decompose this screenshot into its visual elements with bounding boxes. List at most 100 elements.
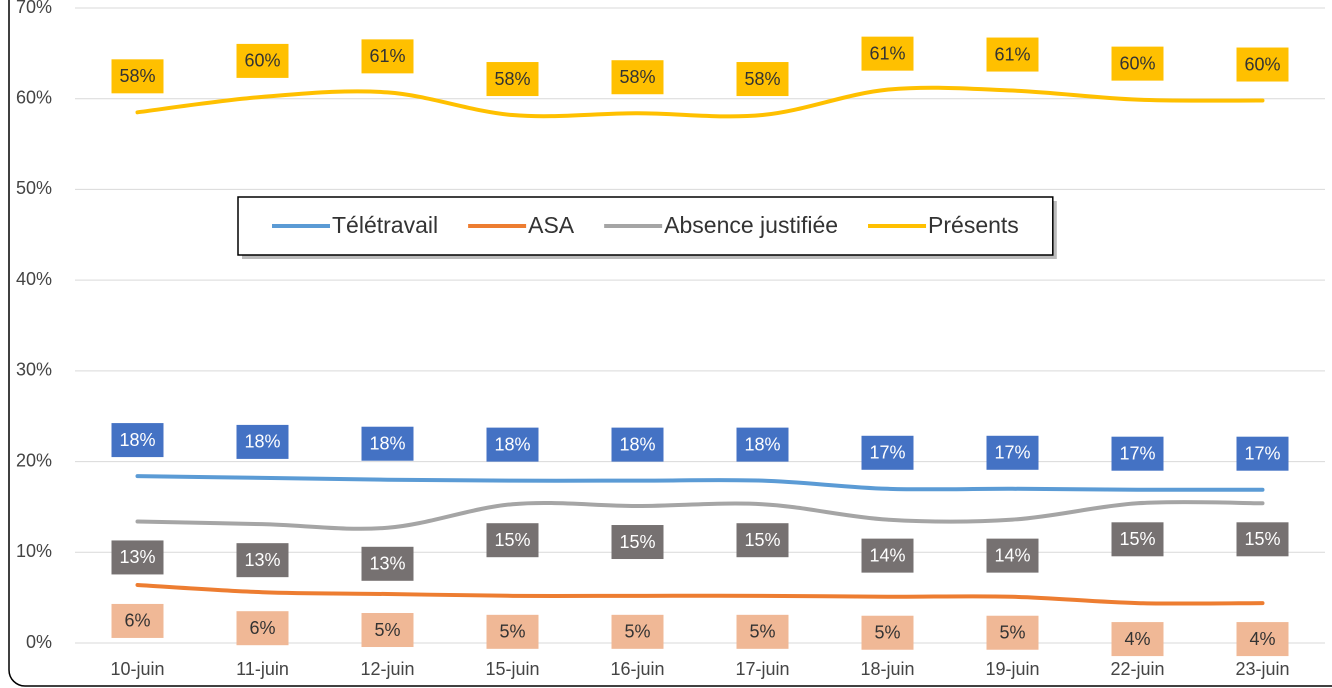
data-label: 6% [111,603,164,638]
data-label-text: 61% [994,44,1030,64]
data-label-box [1236,47,1289,82]
x-tick-label: 17-juin [735,659,789,679]
data-label-box [736,523,789,558]
y-tick-label: 40% [16,269,52,289]
data-label-box [1111,522,1164,557]
data-label-box [861,435,914,470]
data-label-text: 58% [619,67,655,87]
data-label-text: 15% [1119,529,1155,549]
y-tick-label: 0% [26,632,52,652]
data-label: 58% [111,59,164,94]
data-label: 5% [361,613,414,648]
data-label-box [611,525,664,560]
data-label: 58% [611,60,664,95]
legend: Télétravail ASA Absence justifiée Présents [237,196,1057,259]
data-label-text: 17% [1119,443,1155,463]
data-label: 60% [1236,47,1289,82]
series-line [135,474,1265,492]
data-label-box [236,543,289,578]
data-label-box [1236,522,1289,557]
data-label: 60% [1111,46,1164,81]
data-label: 61% [861,36,914,71]
x-tick-label: 22-juin [1110,659,1164,679]
data-label: 5% [611,614,664,649]
data-label: 5% [861,615,914,650]
x-tick-label: 18-juin [860,659,914,679]
data-label-text: 5% [999,622,1025,642]
data-label-text: 18% [619,434,655,454]
data-label-text: 6% [249,618,275,638]
y-tick-label: 10% [16,541,52,561]
data-label-box [486,62,539,97]
x-tick-label: 19-juin [985,659,1039,679]
data-label: 18% [111,423,164,458]
data-label-box [1236,622,1289,657]
data-label-text: 5% [749,622,775,642]
data-label-text: 15% [619,532,655,552]
data-label: 17% [1111,436,1164,471]
data-label: 60% [236,43,289,78]
data-label-box [1236,436,1289,471]
data-label-box [1111,622,1164,657]
data-label: 18% [486,427,539,462]
y-tick-label: 70% [16,0,52,17]
data-label-text: 5% [499,622,525,642]
data-label: 5% [986,615,1039,650]
data-label-box [361,39,414,74]
data-label-text: 58% [494,69,530,89]
data-label: 13% [361,546,414,581]
data-label-text: 60% [1119,53,1155,73]
series-line [135,582,1265,606]
data-label-box [986,435,1039,470]
data-label-box [486,427,539,462]
data-label-text: 61% [369,46,405,66]
series-line [135,500,1265,531]
data-label-box [611,427,664,462]
data-label-text: 14% [994,545,1030,565]
data-label-text: 4% [1124,629,1150,649]
data-label-text: 58% [744,69,780,89]
data-label: 15% [486,523,539,558]
data-label-box [861,36,914,71]
data-label-text: 5% [874,622,900,642]
chart-frame [8,0,1332,687]
data-label-text: 18% [119,430,155,450]
data-label-box [111,423,164,458]
data-label: 5% [736,614,789,649]
data-label-box [861,615,914,650]
data-label: 6% [236,611,289,646]
y-tick-label: 30% [16,360,52,380]
data-label-box [111,603,164,638]
y-tick-label: 50% [16,178,52,198]
y-tick-label: 60% [16,87,52,107]
data-label-box [736,427,789,462]
data-label-text: 17% [994,443,1030,463]
data-label-box [1111,436,1164,471]
data-label-text: 5% [624,622,650,642]
data-label-box [361,426,414,461]
x-tick-label: 16-juin [610,659,664,679]
legend-label: Absence justifiée [664,212,838,238]
data-label: 13% [111,540,164,575]
series-line [135,85,1265,119]
data-label-box [111,540,164,575]
data-label-box [111,59,164,94]
data-label-box [611,614,664,649]
data-label: 17% [861,435,914,470]
x-tick-label: 12-juin [360,659,414,679]
x-tick-label: 11-juin [236,659,289,679]
data-label: 15% [1111,522,1164,557]
data-label-box [611,60,664,95]
x-tick-label: 23-juin [1235,659,1289,679]
data-label: 5% [486,614,539,649]
data-label: 17% [986,435,1039,470]
data-label-text: 5% [374,620,400,640]
data-label: 14% [986,538,1039,573]
data-label-text: 18% [369,433,405,453]
legend-label: Télétravail [332,212,438,238]
data-label: 15% [1236,522,1289,557]
data-label-text: 4% [1249,629,1275,649]
data-label-box [236,424,289,459]
data-label-text: 15% [494,530,530,550]
